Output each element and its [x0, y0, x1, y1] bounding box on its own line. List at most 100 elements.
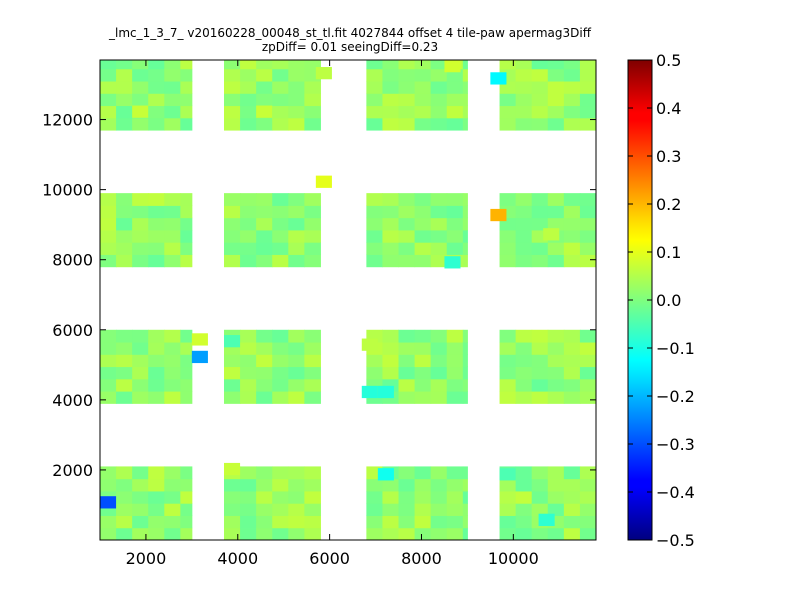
- heatmap-cell: [164, 342, 181, 355]
- heatmap-cell: [288, 527, 305, 541]
- heatmap-cell: [256, 193, 273, 206]
- heatmap-cell: [547, 391, 565, 404]
- heatmap-cell: [272, 515, 289, 529]
- heatmap-cell: [499, 478, 517, 492]
- heatmap-cell: [515, 105, 533, 119]
- heatmap-cell: [272, 193, 289, 206]
- heatmap-cell: [414, 366, 432, 380]
- heatmap-cell: [499, 366, 517, 380]
- heatmap-cell-outlier: [361, 338, 378, 351]
- heatmap-cell: [224, 478, 241, 492]
- heatmap-cell: [563, 342, 581, 355]
- heatmap-cell: [499, 117, 517, 131]
- x-tick-label: 10000: [488, 549, 539, 568]
- heatmap-cell: [100, 60, 117, 70]
- heatmap-cell: [180, 217, 193, 231]
- heatmap-cell: [499, 503, 517, 516]
- heatmap-cell: [579, 478, 597, 492]
- heatmap-cell: [563, 515, 581, 529]
- heatmap-cell: [304, 60, 321, 70]
- heatmap-cell: [462, 378, 468, 392]
- heatmap-cell: [531, 193, 549, 206]
- heatmap-cell: [304, 354, 321, 368]
- heatmap-cell: [499, 242, 517, 255]
- heatmap-cell: [116, 229, 133, 243]
- heatmap-cell: [579, 342, 597, 355]
- heatmap-cell: [164, 193, 181, 206]
- heatmap-cell: [382, 329, 400, 343]
- heatmap-cell: [116, 478, 133, 492]
- heatmap-cell: [531, 81, 549, 94]
- heatmap-cell: [398, 515, 416, 529]
- heatmap-cell: [272, 242, 289, 255]
- heatmap-cell: [116, 105, 133, 119]
- heatmap-cell: [272, 527, 289, 541]
- heatmap-cell: [256, 60, 273, 70]
- heatmap-cell: [116, 466, 133, 480]
- heatmap-cell: [446, 329, 464, 343]
- heatmap-cell: [148, 217, 165, 231]
- heatmap-cell: [446, 117, 464, 131]
- heatmap-cell: [579, 366, 597, 380]
- y-tick-label: 6000: [52, 321, 93, 340]
- heatmap-cell: [272, 466, 289, 480]
- heatmap-cell: [579, 242, 597, 255]
- heatmap-cell: [116, 193, 133, 206]
- heatmap-cell: [240, 515, 257, 529]
- heatmap-cell: [382, 193, 400, 206]
- heatmap-cell: [414, 60, 432, 70]
- heatmap-cell: [148, 329, 165, 343]
- heatmap-cell: [148, 60, 165, 70]
- heatmap-cell: [430, 478, 448, 492]
- heatmap-cell: [398, 342, 416, 355]
- heatmap-cell: [240, 93, 257, 107]
- heatmap-cell: [446, 205, 464, 219]
- heatmap-cell: [414, 329, 432, 343]
- heatmap-cell: [288, 217, 305, 231]
- heatmap-cell: [531, 466, 549, 480]
- heatmap-cell: [462, 366, 468, 380]
- heatmap-cell: [304, 117, 321, 131]
- heatmap-cell: [288, 93, 305, 107]
- heatmap-cell: [531, 105, 549, 119]
- y-tick-label: 10000: [42, 181, 93, 200]
- heatmap-cell: [224, 68, 241, 82]
- heatmap-cell: [430, 527, 448, 541]
- heatmap-cell: [531, 217, 549, 231]
- heatmap-cell: [240, 466, 257, 480]
- heatmap-cell: [547, 68, 565, 82]
- heatmap-cell: [272, 254, 289, 268]
- y-tick-label: 2000: [52, 461, 93, 480]
- heatmap-cell: [515, 378, 533, 392]
- heatmap-cell: [515, 366, 533, 380]
- heatmap-cell: [116, 527, 133, 541]
- heatmap-cell: [304, 342, 321, 355]
- heatmap-cell: [224, 366, 241, 380]
- heatmap-cell: [288, 342, 305, 355]
- heatmap-cell: [462, 68, 468, 82]
- heatmap-cell: [414, 527, 432, 541]
- heatmap-cell: [116, 242, 133, 255]
- heatmap-cell: [256, 366, 273, 380]
- heatmap-cell: [398, 229, 416, 243]
- heatmap-cell: [499, 105, 517, 119]
- heatmap-cell: [515, 342, 533, 355]
- heatmap-cell: [180, 105, 193, 119]
- heatmap-cell: [304, 193, 321, 206]
- heatmap-cell: [288, 81, 305, 94]
- y-tick-label: 4000: [52, 391, 93, 410]
- heatmap-cell: [366, 242, 383, 255]
- heatmap-cell: [398, 466, 416, 480]
- heatmap-cell: [462, 217, 468, 231]
- heatmap-cell: [256, 229, 273, 243]
- heatmap-cell: [366, 81, 383, 94]
- heatmap-cell: [462, 229, 468, 243]
- heatmap-cell: [398, 503, 416, 516]
- heatmap-cell: [414, 217, 432, 231]
- heatmap-cell: [164, 60, 181, 70]
- heatmap-cell: [132, 242, 149, 255]
- heatmap-cell: [382, 478, 400, 492]
- heatmap-cell: [414, 105, 432, 119]
- heatmap-cell: [515, 478, 533, 492]
- heatmap-cell: [462, 503, 468, 516]
